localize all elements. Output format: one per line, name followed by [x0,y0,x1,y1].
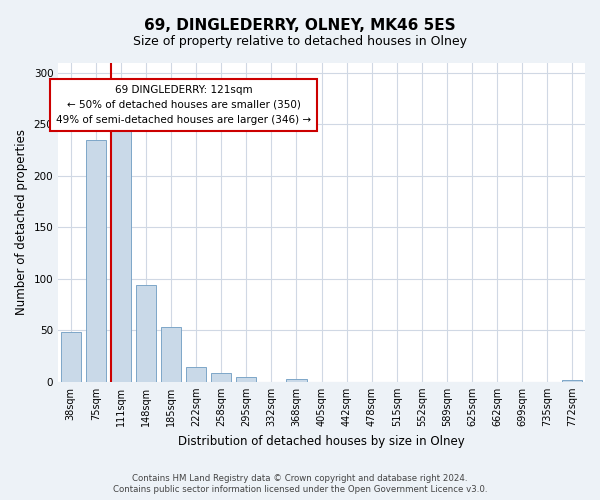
Bar [286,378,307,382]
Bar [236,376,256,382]
Bar [562,380,583,382]
Bar [161,327,181,382]
X-axis label: Distribution of detached houses by size in Olney: Distribution of detached houses by size … [178,434,465,448]
Bar [111,122,131,382]
Text: 69 DINGLEDERRY: 121sqm
← 50% of detached houses are smaller (350)
49% of semi-de: 69 DINGLEDERRY: 121sqm ← 50% of detached… [56,85,311,125]
Text: 69, DINGLEDERRY, OLNEY, MK46 5ES: 69, DINGLEDERRY, OLNEY, MK46 5ES [144,18,456,32]
Bar [61,332,81,382]
Bar [86,140,106,382]
Bar [211,372,231,382]
Bar [136,285,156,382]
Text: Size of property relative to detached houses in Olney: Size of property relative to detached ho… [133,35,467,48]
Text: Contains HM Land Registry data © Crown copyright and database right 2024.
Contai: Contains HM Land Registry data © Crown c… [113,474,487,494]
Y-axis label: Number of detached properties: Number of detached properties [15,129,28,315]
Bar [186,368,206,382]
